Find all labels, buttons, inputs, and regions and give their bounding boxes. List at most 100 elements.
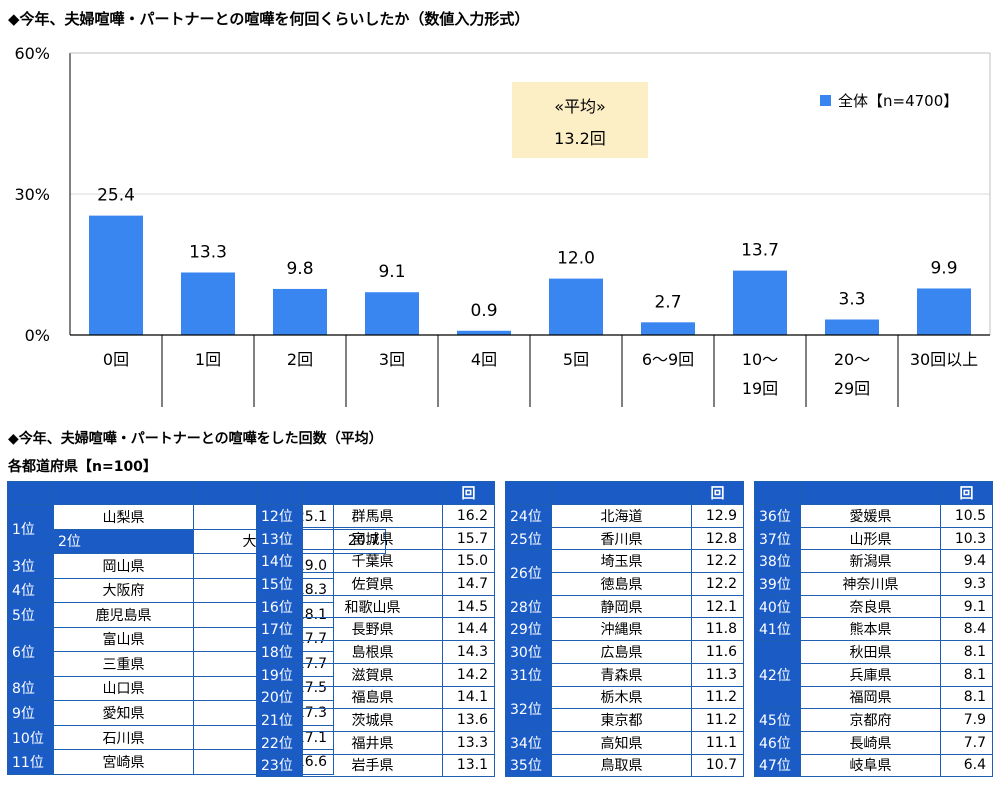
prefecture-cell: 栃木県 [551, 685, 692, 710]
prefecture-cell: 静岡県 [551, 594, 692, 619]
prefecture-cell: 宮城県 [302, 526, 443, 551]
rank-cell: 18位 [256, 640, 303, 664]
value-cell: 8.1 [940, 662, 993, 687]
x-tick-label: 6〜9回 [642, 350, 694, 369]
prefecture-cell: 徳島県 [551, 572, 692, 596]
value-cell: 14.4 [442, 617, 495, 642]
value-cell: 14.1 [442, 685, 495, 710]
table-row: 東京都 11.2 [506, 708, 744, 732]
prefecture-cell: 富山県 [53, 626, 194, 653]
rank-cell: 20位 [256, 685, 303, 710]
rank-cell: 42位 [754, 640, 801, 710]
rank-cell: 24位 [505, 504, 552, 528]
prefecture-cell: 山梨県 [53, 504, 194, 530]
bar-value-label: 0.9 [470, 301, 497, 321]
prefecture-cell: 滋賀県 [302, 662, 443, 687]
rank-cell: 19位 [256, 662, 303, 687]
prefecture-cell: 新潟県 [800, 549, 941, 574]
header-rank-cell [256, 481, 303, 505]
prefecture-cell: 広島県 [551, 640, 692, 664]
bar [181, 272, 235, 335]
table-row: 47位 岐阜県 6.4 [754, 753, 993, 778]
prefecture-cell: 鹿児島県 [53, 602, 194, 628]
value-cell: 11.8 [691, 617, 744, 642]
x-tick-label: 2回 [287, 350, 313, 369]
table-row: 15位 佐賀県 14.7 [256, 572, 495, 596]
chart-title: ◆今年、夫婦喧嘩・パートナーとの喧嘩を何回くらいしたか（数値入力形式） [8, 10, 530, 28]
prefecture-cell: 長崎県 [800, 730, 941, 755]
rank-cell: 2位 [53, 528, 194, 555]
rank-cell: 28位 [505, 594, 552, 619]
x-tick-label: 4回 [471, 350, 497, 369]
rank-cell: 36位 [754, 504, 801, 528]
value-cell: 9.4 [940, 549, 993, 574]
table-row: 13位 宮城県 15.7 [256, 526, 495, 551]
table-header-row: 回 [505, 481, 744, 505]
table-row: 25位 香川県 12.8 [505, 526, 744, 551]
prefecture-cell: 青森県 [551, 662, 692, 687]
table-row: 26位 埼玉県 12.2 [505, 549, 744, 596]
x-tick-label: 1回 [195, 350, 221, 369]
header-rank-cell [505, 481, 552, 505]
bar-value-label: 2.7 [654, 292, 681, 312]
rank-cell: 15位 [256, 572, 303, 596]
x-tick-label: 10〜 [742, 350, 778, 369]
rank-cell: 13位 [256, 526, 303, 551]
ranking-subtitle: ◆今年、夫婦喧嘩・パートナーとの喧嘩をした回数（平均） [8, 431, 383, 447]
prefecture-cell: 北海道 [551, 504, 692, 528]
table-row: 14位 千葉県 15.0 [256, 549, 495, 574]
rank-cell: 1位 [7, 503, 54, 555]
x-tick-label: 19回 [742, 379, 778, 398]
rank-cell: 23位 [256, 753, 303, 778]
prefecture-cell: 茨城県 [302, 708, 443, 732]
rank-cell: 29位 [505, 617, 552, 642]
rank-cell: 12位 [256, 504, 303, 528]
prefecture-cell: 熊本県 [800, 617, 941, 642]
bar [733, 270, 787, 335]
rank-cell: 26位 [505, 549, 552, 596]
prefecture-cell: 岩手県 [302, 753, 443, 778]
prefecture-cell: 愛媛県 [800, 504, 941, 528]
rank-cell: 30位 [505, 640, 552, 664]
rank-cell: 32位 [505, 685, 552, 732]
table-row: 45位 京都府 7.9 [754, 708, 993, 732]
prefecture-cell: 和歌山県 [302, 594, 443, 619]
rank-cell: 38位 [754, 549, 801, 574]
ranking-table: 回 36位 愛媛県 10.5 37位 山形県 10.3 38位 新潟県 9.4 39位 神奈川県 9.3… [754, 481, 993, 778]
prefecture-cell: 石川県 [53, 724, 194, 751]
value-cell: 13.3 [442, 730, 495, 755]
rank-cell: 11位 [7, 749, 54, 775]
value-cell: 7.9 [940, 708, 993, 732]
prefecture-cell: 兵庫県 [800, 662, 941, 687]
bar-value-label: 9.1 [378, 262, 405, 282]
table-row: 30位 広島県 11.6 [505, 640, 744, 664]
prefecture-cell: 奈良県 [800, 594, 941, 619]
prefecture-cell: 福島県 [302, 685, 443, 710]
table-row: 12位 群馬県 16.2 [256, 504, 495, 528]
prefecture-cell: 宮崎県 [53, 749, 194, 775]
bar [365, 292, 419, 335]
average-box [512, 82, 648, 158]
prefecture-ranking-tables: 回1位山梨県25.12位大分県20.73位岡山県19.04位大阪府18.35位鹿… [7, 481, 995, 778]
value-cell: 12.9 [691, 504, 744, 528]
rank-cell: 35位 [505, 753, 552, 778]
table-row: 18位 島根県 14.3 [256, 640, 495, 664]
value-cell: 14.3 [442, 640, 495, 664]
header-rank-cell [754, 481, 801, 505]
value-cell: 12.1 [691, 594, 744, 619]
ranking-table: 回 24位 北海道 12.9 25位 香川県 12.8 26位 埼玉県 12.2 徳島県 12.2 28… [505, 481, 744, 778]
x-tick-label: 5回 [563, 350, 589, 369]
prefecture-cell: 千葉県 [302, 549, 443, 574]
value-cell: 14.2 [442, 662, 495, 687]
prefecture-cell: 岐阜県 [800, 753, 941, 778]
rank-cell: 10位 [7, 724, 54, 751]
prefecture-cell: 長野県 [302, 617, 443, 642]
table-row: 22位 福井県 13.3 [256, 730, 495, 755]
prefecture-cell: 東京都 [551, 708, 692, 732]
average-value: 13.2回 [554, 129, 606, 148]
rank-cell: 41位 [754, 617, 801, 642]
prefecture-cell: 福岡県 [800, 685, 941, 710]
header-pref-cell [551, 481, 692, 505]
average-label: «平均» [554, 97, 606, 116]
table-row: 23位 岩手県 13.1 [256, 753, 495, 778]
